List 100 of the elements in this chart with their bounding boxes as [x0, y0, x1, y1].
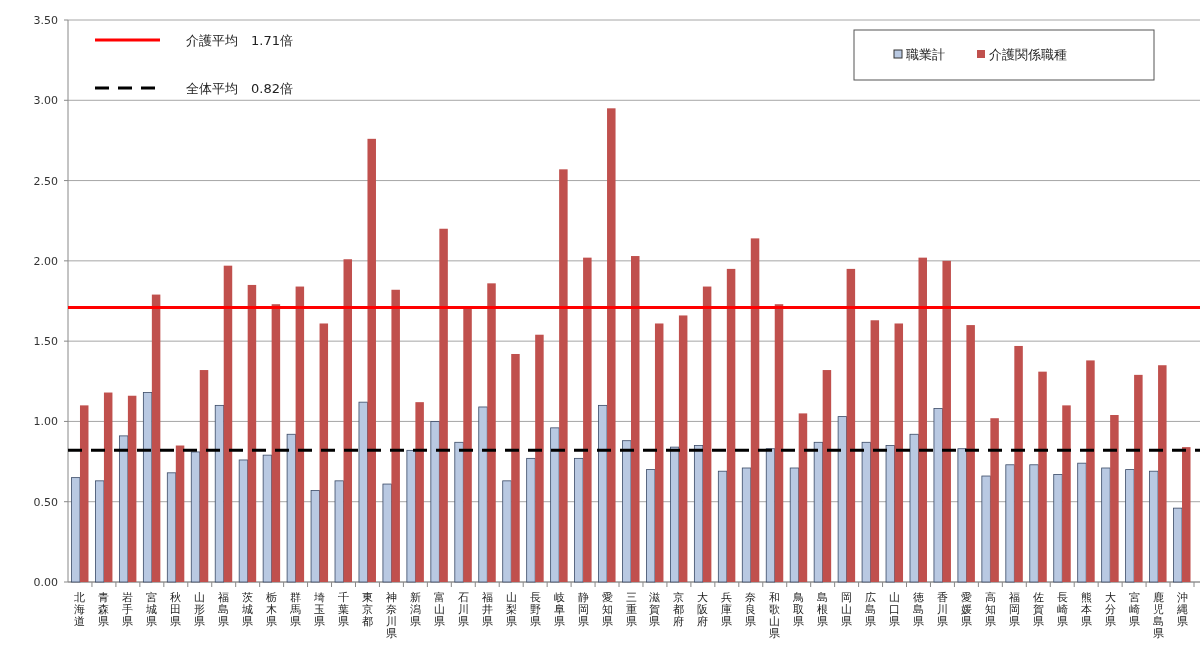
bar [957, 448, 967, 583]
bar [1149, 470, 1159, 583]
bar [774, 304, 784, 582]
x-tick-label: 富山県 [433, 591, 445, 628]
bar [415, 402, 424, 582]
bar [463, 307, 472, 582]
x-tick-label: 福岡県 [1008, 591, 1020, 628]
bar [95, 480, 105, 583]
x-tick-label: 山形県 [194, 591, 206, 628]
x-tick-label: 群馬県 [289, 591, 302, 628]
x-tick-label: 北海道 [74, 591, 86, 628]
x-tick-label: 大阪府 [697, 591, 709, 628]
bar [367, 138, 376, 582]
y-tick-label: 0.00 [33, 576, 58, 589]
x-tick-label: 大分県 [1104, 591, 1116, 628]
legend-label: 職業計 [906, 47, 945, 62]
bar [654, 323, 664, 582]
bar [319, 323, 329, 582]
x-tick-label: 宮城県 [145, 591, 158, 628]
x-tick-label: 広島県 [865, 591, 877, 628]
bar [559, 169, 568, 582]
bar [142, 392, 153, 583]
x-tick-label: 青森県 [98, 591, 110, 628]
x-tick-label: 滋賀県 [649, 591, 661, 628]
bar [607, 108, 616, 582]
bar [1158, 365, 1167, 582]
bar [1005, 464, 1015, 583]
x-tick-label: 宮崎県 [1128, 591, 1140, 628]
bar [622, 440, 632, 583]
bar [933, 408, 943, 583]
bar [918, 257, 927, 582]
bar [103, 392, 113, 582]
bar [550, 427, 560, 583]
x-tick-label: 石川県 [457, 591, 469, 628]
bar [190, 451, 201, 583]
bar [1038, 371, 1047, 582]
bar [511, 353, 520, 582]
bar [71, 477, 81, 583]
bar [358, 401, 368, 583]
x-tick-label: 鹿児島県 [1152, 591, 1164, 640]
bar [526, 457, 536, 583]
bar [990, 418, 999, 582]
legend-label: 全体平均 0.82倍 [186, 81, 293, 96]
bar [223, 265, 233, 582]
y-tick-label: 3.50 [33, 14, 58, 27]
bar [382, 483, 392, 583]
bar [430, 421, 440, 583]
x-tick-label: 神奈川県 [385, 591, 397, 640]
bar [598, 404, 608, 583]
x-tick-label: 奈良県 [745, 591, 757, 628]
x-tick-label: 茨城県 [241, 591, 254, 628]
bar [1062, 405, 1071, 582]
bar [199, 370, 209, 582]
bar [702, 286, 712, 582]
bar [1134, 374, 1143, 582]
bar [127, 395, 137, 582]
x-tick-label: 兵庫県 [721, 591, 733, 628]
bar [478, 406, 488, 583]
bar [861, 441, 871, 583]
bar [406, 449, 416, 583]
bar [262, 454, 273, 583]
bar [454, 441, 464, 583]
bar [247, 284, 257, 582]
bar [487, 283, 496, 582]
bar [837, 416, 848, 583]
bar [1086, 360, 1095, 582]
y-tick-label: 0.50 [33, 495, 58, 509]
x-tick-label: 鳥取県 [792, 591, 805, 628]
x-tick-label: 東京都 [361, 591, 373, 628]
bar [166, 472, 177, 583]
bar [678, 315, 688, 582]
bar [1029, 464, 1039, 583]
bar [1014, 345, 1023, 582]
bar [1182, 447, 1191, 582]
bar [238, 459, 249, 583]
x-tick-label: 栃木県 [266, 591, 278, 628]
x-tick-label: 岐阜県 [553, 591, 565, 628]
x-tick-label: 徳島県 [912, 591, 924, 628]
bar [334, 480, 344, 583]
bar [214, 404, 225, 583]
x-tick-label: 京都府 [673, 591, 685, 628]
bar [175, 445, 185, 582]
legend-label: 介護関係職種 [989, 47, 1067, 62]
bar [271, 304, 281, 582]
bar [909, 433, 919, 583]
x-tick-label: 岡山県 [841, 591, 853, 628]
bar [343, 259, 353, 582]
x-tick-label: 長崎県 [1056, 591, 1068, 628]
x-tick-label: 香川県 [936, 591, 948, 628]
bar [798, 413, 808, 582]
bar [765, 448, 776, 583]
bar [942, 260, 951, 582]
bar [741, 467, 752, 583]
bar [1101, 467, 1111, 583]
bar [750, 238, 760, 582]
bar [885, 445, 895, 583]
bar [1110, 415, 1119, 582]
x-tick-label: 福井県 [481, 591, 493, 628]
x-tick-label: 和歌山県 [769, 591, 781, 640]
bar [286, 433, 296, 583]
